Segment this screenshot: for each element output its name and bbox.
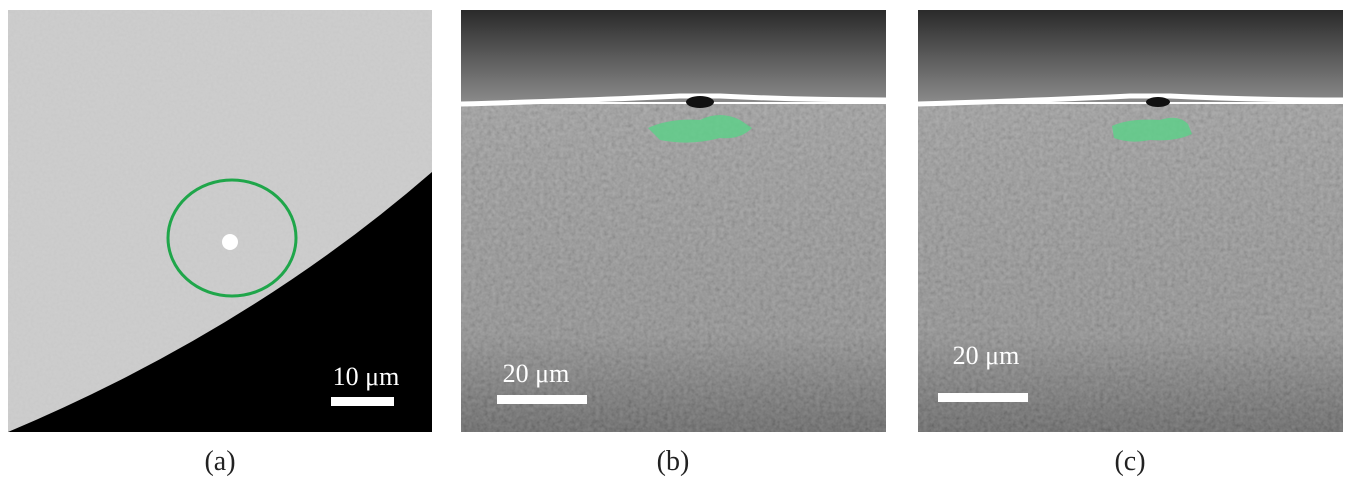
panel-a-image: 10 μm bbox=[8, 10, 432, 432]
panel-c-image: 20 μm bbox=[918, 10, 1343, 432]
scale-label: 10 μm bbox=[333, 362, 400, 391]
panel-b-image: 20 μm bbox=[461, 10, 886, 432]
caption: (c) bbox=[1114, 446, 1145, 477]
caption: (a) bbox=[204, 446, 235, 477]
scale-label: 20 μm bbox=[953, 341, 1020, 370]
caption: (b) bbox=[657, 446, 690, 477]
scale-label: 20 μm bbox=[503, 359, 570, 388]
